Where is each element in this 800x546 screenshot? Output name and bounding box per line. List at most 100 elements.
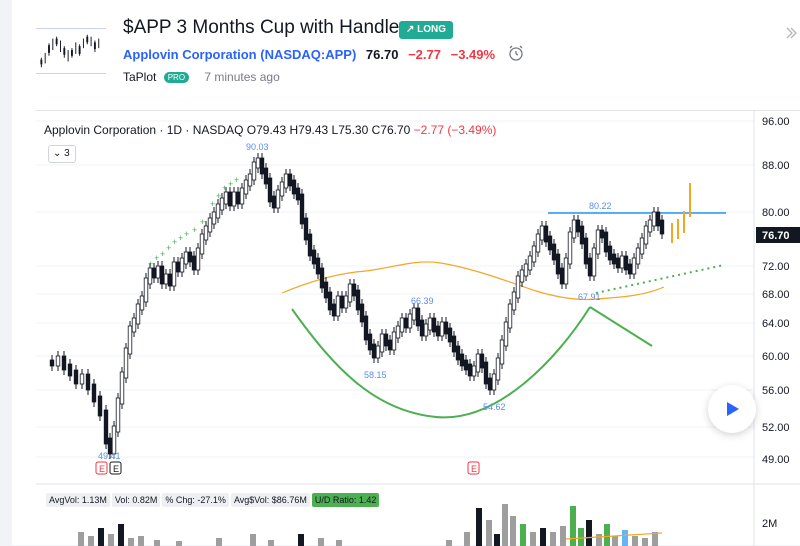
candle-body — [299, 193, 305, 225]
plus-marker: + — [228, 179, 233, 189]
plus-marker: + — [148, 259, 153, 269]
candle-body — [407, 313, 413, 329]
plus-marker: + — [234, 175, 239, 185]
symbol-ticker[interactable]: (NASDAQ:APP) — [260, 47, 357, 62]
legend-change: −2.77 (−3.49%) — [413, 123, 497, 137]
y-tick: 56.00 — [762, 385, 790, 397]
volume-bar — [510, 516, 516, 546]
candle-body — [611, 253, 617, 265]
candle-body — [643, 225, 649, 245]
earnings-label: E — [113, 464, 119, 474]
volume-bar — [138, 536, 144, 546]
legend-o-value: 79.43 — [256, 123, 287, 137]
volume-bar — [268, 540, 274, 546]
volume-bar — [446, 540, 452, 546]
plus-marker: + — [192, 225, 197, 235]
candle-body — [215, 203, 221, 219]
candle-body — [535, 233, 541, 253]
candle-body — [583, 237, 589, 265]
candle-body — [555, 253, 561, 275]
candle-body — [387, 339, 393, 351]
candle-body — [231, 191, 237, 207]
alarm-clock-icon[interactable] — [507, 44, 525, 62]
y-tick: 49.00 — [762, 454, 790, 466]
play-replay-button[interactable] — [708, 385, 756, 433]
candle-body — [639, 237, 645, 255]
pro-badge: PRO — [163, 72, 190, 84]
candle-body — [167, 273, 173, 287]
price-change: −2.77 — [408, 47, 441, 62]
candle-body — [235, 191, 241, 205]
candle-body — [411, 307, 417, 321]
candle-body — [139, 295, 145, 311]
idea-title: $APP 3 Months Cup with Handle — [123, 17, 400, 38]
candle-body — [187, 251, 193, 263]
author-name[interactable]: TaPlot — [123, 70, 157, 84]
candle-body — [295, 187, 301, 201]
plus-marker: + — [184, 229, 189, 239]
candle-body — [651, 211, 657, 227]
legend-symbol: Applovin Corporation · 1D · NASDAQ — [44, 123, 244, 137]
legend-c-label: C — [371, 123, 381, 137]
candle-body — [515, 275, 521, 299]
candle-body — [97, 395, 103, 417]
candle-body — [211, 211, 217, 225]
company-link[interactable]: Applovin Corporation (NASDAQ:APP) — [123, 47, 356, 62]
candle-body — [191, 255, 197, 271]
candlesticks — [49, 153, 665, 459]
earnings-marker[interactable] — [95, 461, 108, 475]
legend-c-value: 76.70 — [380, 123, 411, 137]
candle-body — [183, 251, 189, 265]
volume-bars — [78, 504, 663, 546]
candle-body — [307, 233, 313, 257]
price-axis: 96.00 88.00 80.00 72.00 68.00 64.00 60.0… — [762, 116, 790, 530]
double-chevron-right-icon[interactable] — [784, 26, 798, 40]
candle-body — [323, 281, 329, 299]
candle-body — [551, 243, 557, 261]
candle-body — [631, 257, 637, 275]
candle-body — [343, 295, 349, 309]
legend-h-value: 79.43 — [298, 123, 329, 137]
candle-body — [423, 323, 429, 337]
candle-body — [523, 263, 529, 277]
candle-body — [271, 195, 277, 209]
candle-body — [247, 173, 253, 187]
volume-bar — [612, 536, 618, 546]
candle-body — [559, 267, 565, 285]
earnings-markers[interactable]: E E E — [95, 461, 480, 475]
company-name[interactable]: Applovin Corporation — [123, 47, 257, 62]
plus-marker: + — [172, 237, 177, 247]
candle-body — [251, 161, 257, 181]
annotation-left-low: 58.15 — [364, 370, 387, 380]
volume-bar — [560, 526, 566, 546]
volume-bar — [520, 524, 526, 546]
candle-body — [227, 191, 233, 207]
candle-body — [371, 343, 377, 359]
earnings-marker[interactable] — [467, 461, 480, 475]
plus-marker: + — [216, 191, 221, 201]
candle-body — [439, 321, 445, 337]
plus-marker: + — [222, 183, 227, 193]
candle-body — [143, 277, 149, 303]
volume-bar — [596, 534, 602, 546]
candle-body — [135, 303, 141, 325]
candle-body — [91, 383, 97, 403]
candle-body — [595, 229, 601, 255]
earnings-marker[interactable] — [109, 461, 122, 475]
candle-body — [575, 219, 581, 233]
candle-body — [479, 353, 485, 369]
candle-body — [61, 355, 67, 371]
volume-bar — [632, 536, 638, 546]
volume-bar — [486, 520, 492, 546]
chart-thumbnail[interactable] — [36, 28, 106, 74]
y-tick: 68.00 — [762, 289, 790, 301]
candle-body — [391, 331, 397, 351]
collapse-indicators-button[interactable]: ⌄ 3 — [48, 145, 76, 163]
candle-body — [603, 231, 609, 253]
candle-body — [363, 315, 369, 341]
legend-h-label: H — [289, 123, 299, 137]
candle-body — [403, 317, 409, 329]
plus-marker: + — [210, 199, 215, 209]
price-chart[interactable]: 96.00 88.00 80.00 72.00 68.00 64.00 60.0… — [36, 111, 800, 546]
chart-area[interactable]: 96.00 88.00 80.00 72.00 68.00 64.00 60.0… — [36, 110, 800, 546]
